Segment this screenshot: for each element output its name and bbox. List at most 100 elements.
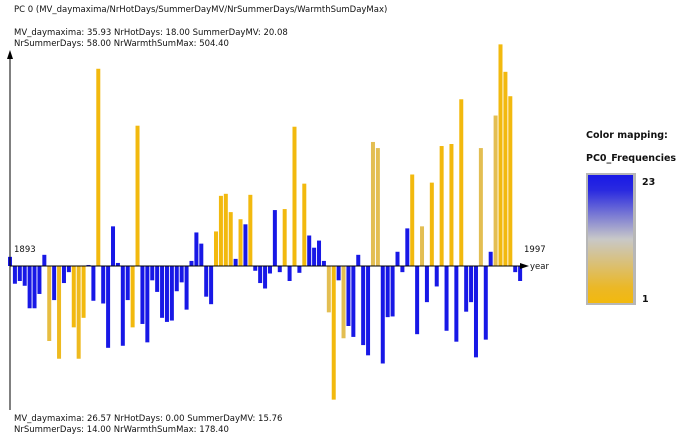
bar-1901 (47, 266, 52, 341)
bar-1982 (444, 266, 449, 331)
bar-1954 (307, 235, 312, 266)
bar-1984 (454, 266, 459, 342)
bar-1962 (346, 266, 351, 326)
bar-1944 (258, 266, 263, 284)
bar-1997 (518, 266, 523, 281)
bar-1986 (464, 266, 469, 312)
bar-1945 (263, 266, 268, 289)
bar-1925 (164, 266, 169, 322)
bar-1940 (238, 219, 243, 266)
top-info-line-1: MV_daymaxima: 35.93 NrHotDays: 18.00 Sum… (14, 28, 288, 38)
bar-1989 (478, 148, 483, 266)
bar-1931 (194, 232, 199, 266)
bar-1990 (483, 266, 488, 340)
bar-1927 (174, 266, 179, 292)
bar-1970 (385, 266, 390, 318)
bar-1911 (96, 68, 101, 267)
bar-1915 (115, 262, 120, 266)
bar-1943 (253, 266, 258, 271)
bar-1941 (243, 224, 248, 266)
bar-1968 (375, 148, 380, 266)
bar-1937 (223, 193, 228, 266)
bar-1903 (57, 266, 62, 359)
bar-1995 (508, 96, 513, 266)
x-start-label: 1893 (14, 245, 36, 255)
bar-1958 (326, 266, 331, 313)
bar-1963 (351, 266, 356, 337)
bar-1979 (429, 182, 434, 266)
top-info-line-2: NrSummerDays: 58.00 NrWarmthSumMax: 504.… (14, 39, 229, 49)
bar-1981 (439, 146, 444, 266)
bar-1916 (120, 266, 125, 346)
bar-1897 (27, 266, 32, 309)
bar-1985 (459, 99, 464, 267)
bar-1936 (218, 195, 223, 266)
bar-1914 (111, 226, 116, 266)
bar-1933 (204, 266, 209, 297)
x-end-label: 1997 (524, 245, 546, 255)
bar-1928 (179, 266, 184, 283)
bar-1974 (405, 228, 410, 266)
bar-1975 (410, 174, 415, 266)
bar-1961 (341, 266, 346, 339)
bar-1994 (503, 71, 508, 266)
bar-1913 (106, 266, 111, 348)
bars-group (8, 44, 523, 400)
bar-1996 (513, 266, 518, 273)
bar-1935 (214, 231, 219, 266)
bar-1957 (321, 260, 326, 266)
bar-1948 (277, 266, 282, 273)
bar-1929 (184, 266, 189, 310)
bar-1977 (420, 226, 425, 266)
legend-max-label: 23 (642, 177, 655, 188)
bar-1895 (17, 266, 22, 281)
bar-1917 (125, 266, 130, 301)
legend-subtitle: PC0_Frequencies (586, 153, 676, 164)
legend-min-label: 1 (642, 294, 649, 305)
bar-1971 (390, 266, 395, 317)
bar-1964 (356, 254, 361, 266)
bar-1966 (366, 266, 371, 356)
bar-1972 (395, 251, 400, 266)
bar-1951 (292, 126, 297, 266)
bar-1910 (91, 266, 96, 301)
bar-1973 (400, 266, 405, 273)
bottom-info-line-2: NrSummerDays: 14.00 NrWarmthSumMax: 178.… (14, 425, 229, 435)
bar-1939 (233, 258, 238, 266)
bar-1955 (312, 247, 317, 266)
bar-1950 (287, 266, 292, 281)
bar-1909 (86, 264, 91, 266)
bar-1900 (42, 254, 47, 266)
bar-1952 (297, 266, 302, 273)
bar-1918 (130, 266, 135, 328)
bar-1983 (449, 144, 454, 266)
bar-1912 (101, 266, 106, 304)
bar-1899 (37, 266, 42, 294)
bar-1924 (160, 266, 165, 318)
bar-1930 (189, 260, 194, 266)
bar-1960 (336, 266, 341, 281)
bar-1993 (498, 44, 503, 267)
bar-1908 (81, 266, 86, 318)
bar-1969 (380, 266, 385, 364)
bar-1896 (22, 266, 27, 286)
bar-1938 (228, 212, 233, 266)
bar-1905 (66, 266, 71, 273)
bar-1949 (282, 209, 287, 266)
bar-1967 (370, 141, 375, 266)
x-axis-arrow-icon (520, 263, 529, 269)
bar-1978 (424, 266, 429, 303)
bar-1959 (331, 266, 336, 400)
legend-title: Color mapping: (586, 130, 668, 141)
bar-1898 (32, 266, 37, 309)
bottom-info-line-1: MV_daymaxima: 26.57 NrHotDays: 0.00 Summ… (14, 414, 282, 424)
bar-1934 (209, 266, 214, 305)
bar-1894 (12, 266, 17, 284)
bar-1976 (415, 266, 420, 335)
bar-1923 (155, 266, 160, 292)
y-axis-arrow-icon (7, 50, 13, 59)
bar-1920 (140, 266, 145, 324)
bar-1991 (488, 251, 493, 266)
chart-title: PC 0 (MV_daymaxima/NrHotDays/SummerDayMV… (14, 5, 387, 15)
